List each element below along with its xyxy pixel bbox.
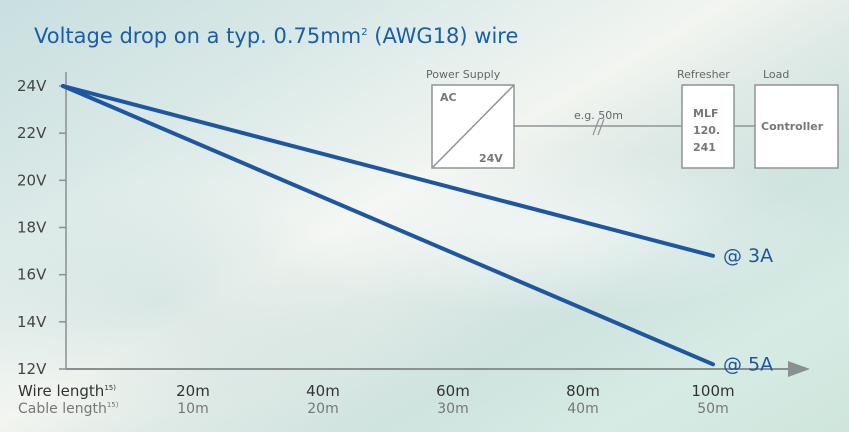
x-tick-label-cable: 50m — [697, 401, 728, 417]
mlf-line-3: 241 — [693, 141, 716, 154]
y-tick-label: 14V — [17, 313, 47, 331]
load-label: Load — [763, 68, 789, 81]
x-axis-arrow — [788, 361, 810, 377]
x-tick-label-cable: 20m — [307, 401, 338, 417]
series-line-2 — [61, 84, 715, 367]
x-tick-label-wire: 100m — [691, 382, 734, 400]
y-tick-label: 16V — [17, 266, 47, 284]
break-mark-2 — [597, 118, 605, 136]
break-mark-1 — [592, 118, 600, 136]
dc-label: 24V — [479, 152, 503, 165]
x-tick-label-cable: 40m — [567, 401, 598, 417]
controller-box — [754, 84, 839, 169]
x-tick-label-wire: 60m — [436, 382, 470, 400]
y-tick-label: 24V — [17, 77, 47, 95]
cable-length-label: Cable length15) — [18, 401, 119, 417]
refresher-label: Refresher — [677, 68, 730, 81]
ac-label: AC — [440, 91, 457, 104]
y-tick-label: 12V — [17, 360, 47, 378]
x-tick-label-wire: 40m — [306, 382, 340, 400]
wiring-diagram: Power Supply AC 24V e.g. 50m Refresher M… — [426, 68, 839, 169]
refresher-box — [681, 84, 735, 169]
series-label-2: @ 5A — [723, 353, 773, 375]
distance-label: e.g. 50m — [574, 109, 623, 122]
chart-title: Voltage drop on a typ. 0.75mm2 (AWG18) w… — [34, 24, 519, 48]
axes — [65, 72, 810, 377]
y-ticks: 24V 22V 20V 18V 16V 14V 12V — [17, 77, 66, 378]
power-supply-label: Power Supply — [426, 68, 501, 81]
power-supply-diagonal — [431, 84, 515, 169]
mlf-line-2: 120. — [693, 124, 720, 137]
controller-label: Controller — [761, 120, 824, 133]
x-tick-label-cable: 30m — [437, 401, 468, 417]
wire-length-label: Wire length15) — [18, 382, 116, 400]
mlf-line-1: MLF — [693, 107, 718, 120]
row-labels: Wire length15) Cable length15) — [18, 382, 119, 417]
x-tick-label-wire: 80m — [566, 382, 600, 400]
series-lines: @ 3A @ 5A — [61, 84, 773, 375]
x-tick-label-wire: 20m — [176, 382, 210, 400]
y-tick-label: 20V — [17, 171, 47, 189]
series-label-1: @ 3A — [723, 245, 773, 267]
y-tick-label: 22V — [17, 124, 47, 142]
y-tick-label: 18V — [17, 219, 47, 237]
x-tick-label-cable: 10m — [177, 401, 208, 417]
series-line-1 — [61, 84, 715, 258]
